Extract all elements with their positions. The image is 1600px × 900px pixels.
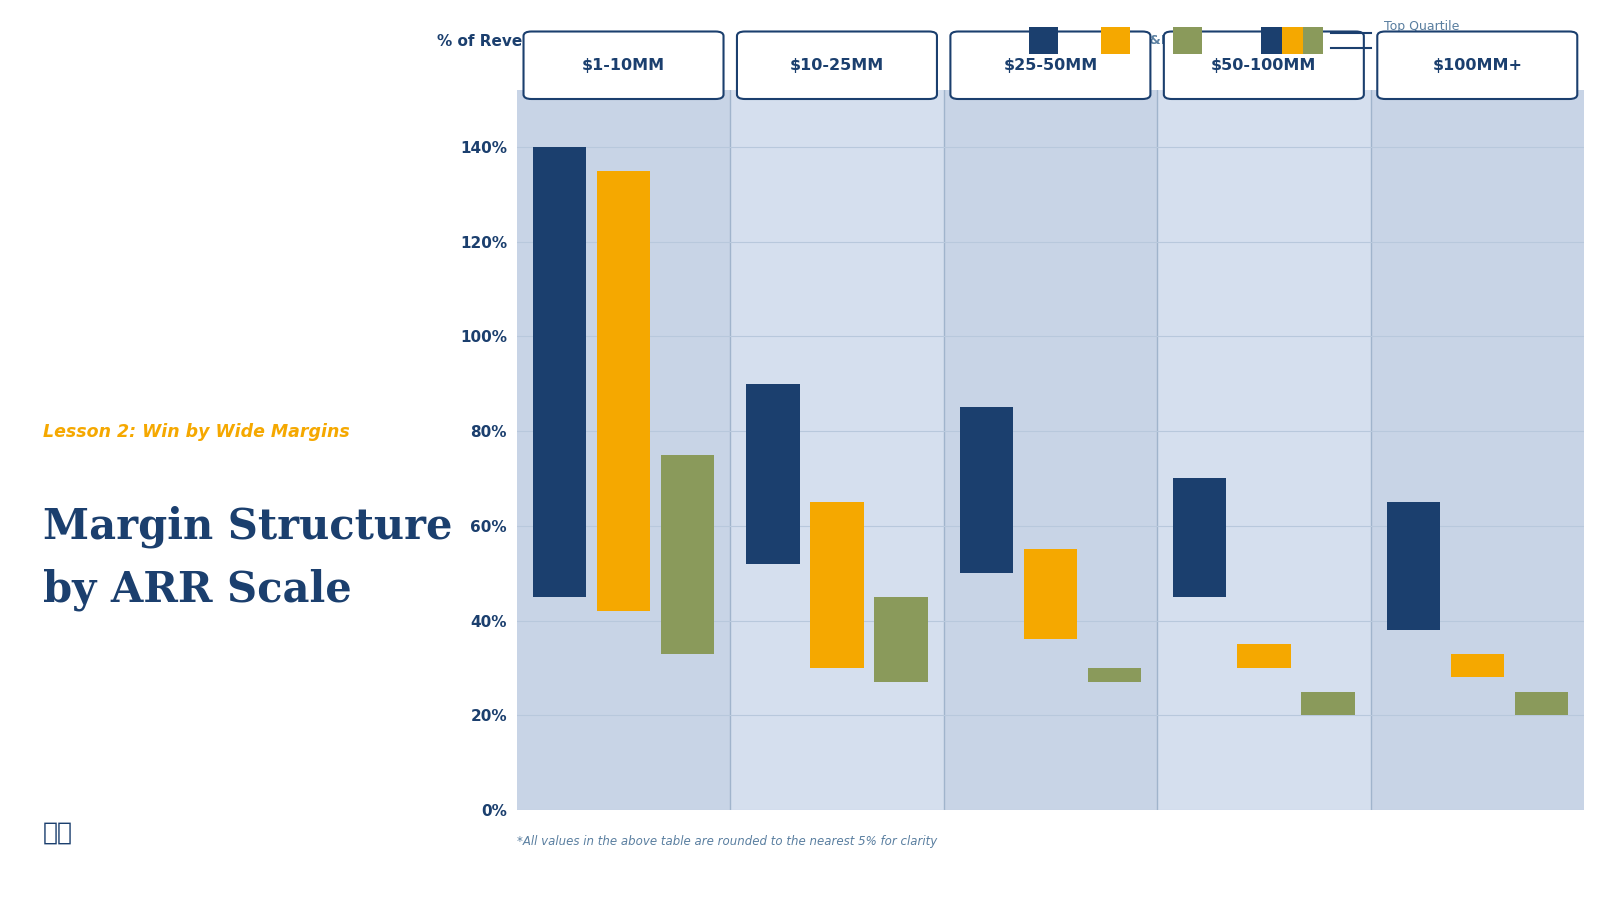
Bar [1515,691,1568,716]
Bar [874,597,928,682]
Text: R&D: R&D [1139,34,1173,47]
Bar [597,170,650,611]
Bar [1237,644,1291,668]
Bar [960,408,1013,573]
Text: by ARR Scale: by ARR Scale [43,568,352,611]
Text: $10-25MM: $10-25MM [790,58,885,73]
Bar [661,454,714,653]
Bar [1024,550,1077,640]
Bar [517,90,730,810]
Bar [1371,90,1584,810]
Text: $1-10MM: $1-10MM [582,58,666,73]
Bar [1088,668,1141,682]
Text: Margin Structure: Margin Structure [43,505,453,548]
Bar [746,383,800,563]
Text: $100MM+: $100MM+ [1432,58,1522,73]
Text: $50-100MM: $50-100MM [1211,58,1317,73]
Bar [810,502,864,668]
Bar [1387,502,1440,630]
Bar [730,90,944,810]
Text: S&M: S&M [1067,34,1102,47]
Bar [944,90,1157,810]
Text: ⟋⟋: ⟋⟋ [43,821,74,844]
Bar [1301,691,1355,716]
Text: Top Quartile: Top Quartile [1384,21,1459,33]
Text: % of Revenue: % of Revenue [437,34,554,50]
Bar [1173,479,1227,597]
Text: G&A: G&A [1211,34,1245,47]
Text: *All values in the above table are rounded to the nearest 5% for clarity: *All values in the above table are round… [517,835,938,848]
Bar [533,147,586,597]
Text: $25-50MM: $25-50MM [1003,58,1098,73]
Bar [1451,653,1504,678]
Text: Lesson 2: Win by Wide Margins: Lesson 2: Win by Wide Margins [43,423,350,441]
Text: Bot Quartile: Bot Quartile [1384,48,1459,60]
Bar [1157,90,1371,810]
